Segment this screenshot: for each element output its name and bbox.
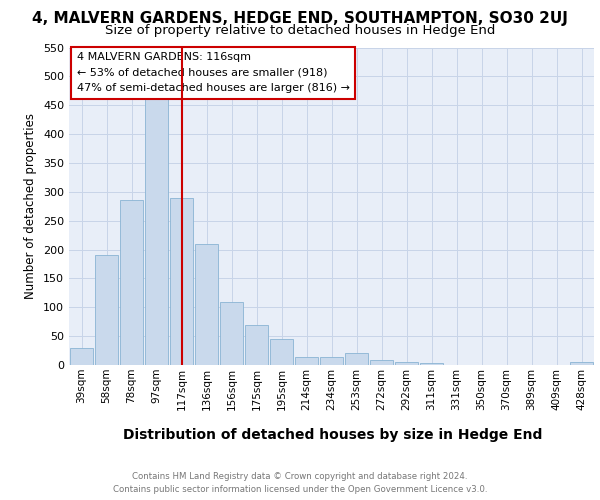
Bar: [70, 348, 93, 365]
Text: Contains HM Land Registry data © Crown copyright and database right 2024.
Contai: Contains HM Land Registry data © Crown c…: [113, 472, 487, 494]
Bar: [145, 100, 168, 365]
Bar: [395, 362, 418, 365]
Bar: [170, 198, 193, 365]
Bar: [120, 200, 143, 365]
Y-axis label: Number of detached properties: Number of detached properties: [25, 114, 37, 299]
Text: Size of property relative to detached houses in Hedge End: Size of property relative to detached ho…: [105, 24, 495, 37]
Bar: [570, 362, 593, 365]
Bar: [295, 358, 318, 365]
Bar: [370, 360, 393, 365]
Bar: [270, 339, 293, 365]
Text: 4 MALVERN GARDENS: 116sqm
← 53% of detached houses are smaller (918)
47% of semi: 4 MALVERN GARDENS: 116sqm ← 53% of detac…: [77, 52, 350, 94]
Bar: [345, 354, 368, 365]
Bar: [195, 244, 218, 365]
Text: Distribution of detached houses by size in Hedge End: Distribution of detached houses by size …: [124, 428, 542, 442]
Bar: [95, 256, 118, 365]
Bar: [245, 324, 268, 365]
Bar: [420, 362, 443, 365]
Text: 4, MALVERN GARDENS, HEDGE END, SOUTHAMPTON, SO30 2UJ: 4, MALVERN GARDENS, HEDGE END, SOUTHAMPT…: [32, 11, 568, 26]
Bar: [320, 358, 343, 365]
Bar: [220, 302, 243, 365]
